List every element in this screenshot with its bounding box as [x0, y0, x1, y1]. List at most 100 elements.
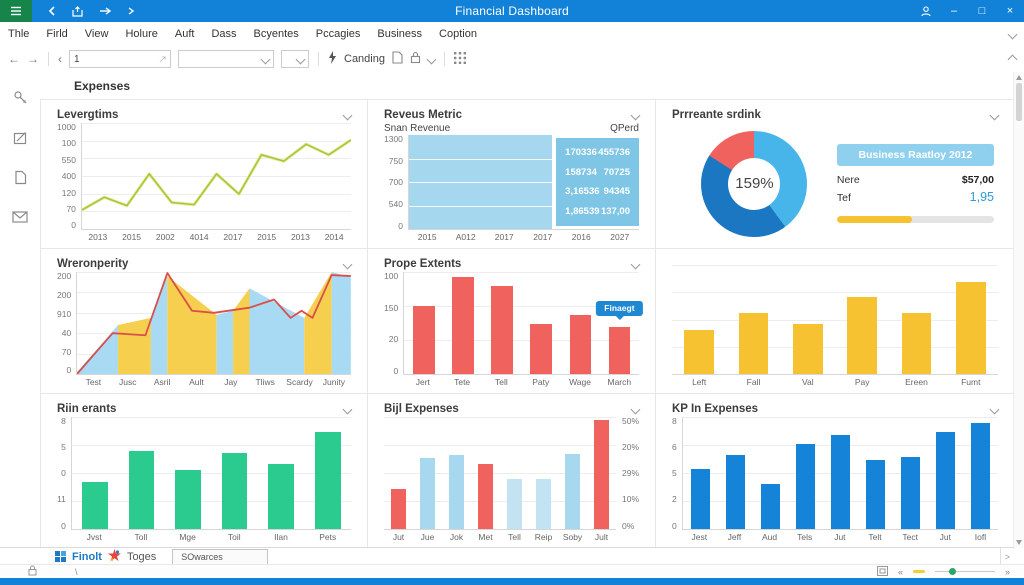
menu-item[interactable]: Business	[377, 28, 423, 40]
bar[interactable]	[792, 323, 823, 374]
zoom-slider[interactable]	[934, 568, 995, 575]
key-icon[interactable]	[13, 90, 28, 110]
scrollbar-thumb[interactable]	[1016, 83, 1022, 121]
finolt-label[interactable]: Finolt	[72, 550, 102, 563]
bar[interactable]	[390, 488, 407, 529]
grid-view-icon[interactable]	[453, 51, 466, 67]
bar[interactable]	[795, 443, 815, 529]
bar[interactable]	[593, 420, 610, 529]
close-button[interactable]: ×	[1006, 5, 1014, 17]
bar[interactable]	[452, 277, 474, 374]
chevron-down-icon[interactable]	[342, 259, 353, 269]
bar[interactable]	[477, 464, 494, 529]
bar[interactable]	[530, 324, 552, 374]
bar[interactable]	[830, 434, 850, 529]
bar[interactable]	[901, 312, 932, 374]
app-logo-icon[interactable]	[0, 0, 32, 22]
toges-logo-icon	[107, 548, 121, 565]
chevron-down-icon[interactable]	[989, 404, 1000, 414]
bar[interactable]	[128, 450, 155, 529]
redo-icon[interactable]: →	[27, 52, 39, 66]
chevron-down-icon[interactable]	[989, 110, 1000, 120]
zoom-out-dash[interactable]	[912, 570, 925, 573]
bar[interactable]	[419, 458, 436, 529]
bar[interactable]	[413, 305, 435, 374]
chevron-down-icon[interactable]	[630, 110, 641, 120]
normal-view-icon[interactable]	[876, 565, 888, 578]
zoom-slider-handle[interactable]	[948, 568, 956, 575]
maximize-button[interactable]: □	[978, 5, 986, 17]
name-box[interactable]: 1	[69, 50, 171, 68]
menu-item[interactable]: Auft	[174, 28, 195, 40]
bar[interactable]	[900, 457, 921, 529]
edit-icon[interactable]	[13, 130, 28, 150]
toges-label[interactable]: Toges	[126, 550, 157, 563]
bar[interactable]	[175, 469, 201, 529]
chevron-down-icon[interactable]	[342, 110, 353, 120]
status-bar: \ « »	[0, 564, 1024, 578]
chevron-down-icon[interactable]	[342, 404, 353, 414]
bar[interactable]	[935, 431, 956, 529]
share-icon[interactable]	[72, 5, 83, 17]
bar[interactable]	[221, 452, 248, 529]
menu-item[interactable]: View	[84, 28, 109, 40]
ribbon-collapse-icon[interactable]	[1007, 29, 1018, 39]
flash-icon[interactable]	[328, 51, 337, 67]
bar[interactable]	[955, 282, 986, 374]
menu-item[interactable]: Thle	[8, 28, 30, 40]
next-icon[interactable]	[128, 7, 134, 15]
toolbar-collapse-icon[interactable]	[1007, 54, 1018, 64]
page-layout-icon[interactable]: «	[897, 566, 903, 577]
bar[interactable]	[491, 286, 513, 374]
chevron-down-icon[interactable]	[630, 259, 641, 269]
vertical-scrollbar[interactable]	[1013, 72, 1024, 548]
donut-ring[interactable]: 159%	[701, 130, 808, 237]
small-dropdown[interactable]	[281, 50, 309, 68]
menu-item[interactable]: Holure	[125, 28, 158, 40]
bar[interactable]	[684, 330, 715, 374]
forward-arrow-icon[interactable]	[99, 6, 112, 16]
sheet-scroll-icon[interactable]: ˃	[999, 548, 1014, 565]
bar[interactable]	[725, 455, 745, 529]
bar[interactable]	[314, 431, 341, 529]
bar[interactable]	[690, 468, 710, 529]
scroll-down-icon[interactable]	[1016, 540, 1022, 545]
menu-item[interactable]: Pccagies	[315, 28, 361, 40]
account-icon[interactable]	[912, 0, 940, 22]
bar[interactable]	[535, 478, 552, 529]
bar[interactable]	[608, 327, 631, 374]
bar[interactable]	[970, 422, 991, 529]
menu-item[interactable]: Bcyentes	[253, 28, 299, 40]
menu-item[interactable]: Firld	[46, 28, 68, 40]
bar[interactable]	[569, 314, 592, 374]
scroll-up-icon[interactable]	[1016, 75, 1022, 80]
minimize-button[interactable]: –	[950, 5, 958, 17]
y-axis-tick: 1300	[384, 134, 403, 144]
x-axis-tick: 2017	[533, 232, 553, 242]
file-icon[interactable]	[14, 170, 27, 190]
sheet-tab[interactable]: SOwarces	[172, 548, 269, 565]
revenue-block[interactable]	[408, 135, 552, 229]
menu-item[interactable]: Dass	[211, 28, 237, 40]
action-label[interactable]: Canding	[344, 53, 385, 65]
zoom-in-icon[interactable]: »	[1004, 566, 1010, 577]
bar[interactable]	[847, 296, 878, 374]
bar[interactable]	[564, 453, 581, 529]
undo-icon[interactable]: ←	[8, 52, 20, 66]
bar[interactable]	[506, 478, 523, 529]
bar[interactable]	[82, 481, 108, 529]
bar[interactable]	[760, 484, 780, 529]
back-icon[interactable]	[48, 6, 56, 16]
bar[interactable]	[865, 459, 886, 529]
menu-item[interactable]: Coption	[439, 28, 477, 40]
lock-icon[interactable]	[410, 51, 421, 67]
lock-dropdown-icon[interactable]	[426, 54, 437, 64]
mail-icon[interactable]	[12, 210, 28, 228]
prev-icon[interactable]: ‹	[58, 52, 62, 66]
bar[interactable]	[448, 455, 465, 529]
bar[interactable]	[738, 312, 769, 374]
formula-dropdown[interactable]	[178, 50, 274, 68]
document-icon[interactable]	[392, 51, 403, 67]
chevron-down-icon[interactable]	[630, 404, 641, 414]
bar[interactable]	[268, 464, 294, 529]
